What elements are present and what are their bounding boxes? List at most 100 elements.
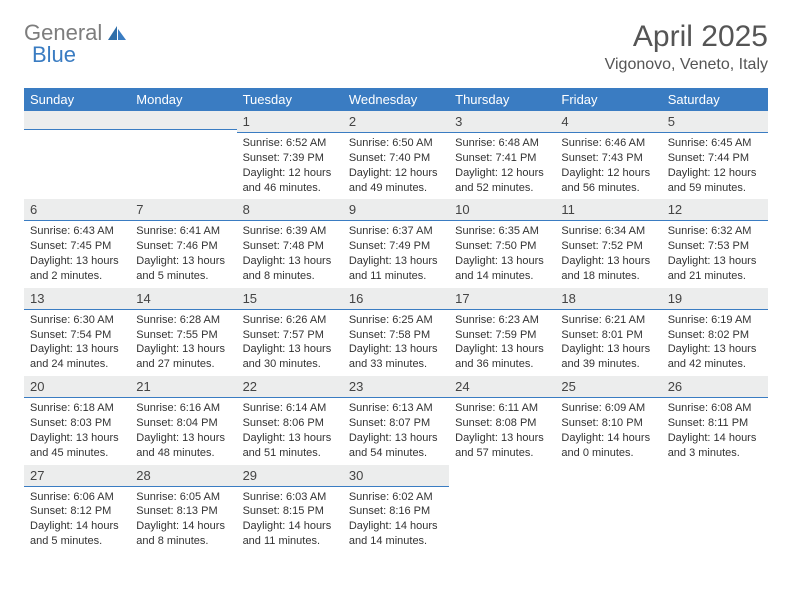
day-body: Sunrise: 6:09 AMSunset: 8:10 PMDaylight:… — [555, 398, 661, 464]
location-text: Vigonovo, Veneto, Italy — [605, 56, 768, 74]
sunrise-text: Sunrise: 6:05 AM — [136, 490, 230, 505]
sunset-text: Sunset: 7:50 PM — [455, 239, 549, 254]
sunrise-text: Sunrise: 6:28 AM — [136, 313, 230, 328]
sunset-text: Sunset: 8:12 PM — [30, 504, 124, 519]
daylight-text-1: Daylight: 13 hours — [349, 254, 443, 269]
sunrise-text: Sunrise: 6:23 AM — [455, 313, 549, 328]
day-body: Sunrise: 6:06 AMSunset: 8:12 PMDaylight:… — [24, 487, 130, 553]
daylight-text-1: Daylight: 13 hours — [243, 342, 337, 357]
calendar-day-cell — [662, 465, 768, 553]
calendar-week-row: 27Sunrise: 6:06 AMSunset: 8:12 PMDayligh… — [24, 465, 768, 553]
sunset-text: Sunset: 7:43 PM — [561, 151, 655, 166]
sunrise-text: Sunrise: 6:21 AM — [561, 313, 655, 328]
calendar-day-cell: 10Sunrise: 6:35 AMSunset: 7:50 PMDayligh… — [449, 199, 555, 287]
daylight-text-1: Daylight: 12 hours — [561, 166, 655, 181]
sunrise-text: Sunrise: 6:43 AM — [30, 224, 124, 239]
sunset-text: Sunset: 7:46 PM — [136, 239, 230, 254]
day-body: Sunrise: 6:21 AMSunset: 8:01 PMDaylight:… — [555, 310, 661, 376]
daylight-text-2: and 5 minutes. — [30, 534, 124, 549]
day-number: 12 — [662, 199, 768, 221]
calendar-header-row: SundayMondayTuesdayWednesdayThursdayFrid… — [24, 88, 768, 111]
calendar-day-cell: 18Sunrise: 6:21 AMSunset: 8:01 PMDayligh… — [555, 288, 661, 376]
calendar-table: SundayMondayTuesdayWednesdayThursdayFrid… — [24, 88, 768, 553]
sunrise-text: Sunrise: 6:46 AM — [561, 136, 655, 151]
day-number: 25 — [555, 376, 661, 398]
calendar-day-cell: 23Sunrise: 6:13 AMSunset: 8:07 PMDayligh… — [343, 376, 449, 464]
sunrise-text: Sunrise: 6:08 AM — [668, 401, 762, 416]
day-body: Sunrise: 6:35 AMSunset: 7:50 PMDaylight:… — [449, 221, 555, 287]
day-body: Sunrise: 6:32 AMSunset: 7:53 PMDaylight:… — [662, 221, 768, 287]
day-body: Sunrise: 6:45 AMSunset: 7:44 PMDaylight:… — [662, 133, 768, 199]
daylight-text-1: Daylight: 13 hours — [30, 431, 124, 446]
sunrise-text: Sunrise: 6:02 AM — [349, 490, 443, 505]
daylight-text-1: Daylight: 13 hours — [455, 254, 549, 269]
sunset-text: Sunset: 7:49 PM — [349, 239, 443, 254]
calendar-day-cell — [449, 465, 555, 553]
daylight-text-2: and 27 minutes. — [136, 357, 230, 372]
sunset-text: Sunset: 7:53 PM — [668, 239, 762, 254]
sunset-text: Sunset: 8:07 PM — [349, 416, 443, 431]
daylight-text-1: Daylight: 13 hours — [349, 342, 443, 357]
daylight-text-2: and 36 minutes. — [455, 357, 549, 372]
daylight-text-2: and 56 minutes. — [561, 181, 655, 196]
daylight-text-2: and 5 minutes. — [136, 269, 230, 284]
day-header: Wednesday — [343, 88, 449, 111]
sunrise-text: Sunrise: 6:32 AM — [668, 224, 762, 239]
daylight-text-1: Daylight: 13 hours — [349, 431, 443, 446]
day-body: Sunrise: 6:52 AMSunset: 7:39 PMDaylight:… — [237, 133, 343, 199]
calendar-day-cell — [130, 111, 236, 199]
day-number: 17 — [449, 288, 555, 310]
sunset-text: Sunset: 8:08 PM — [455, 416, 549, 431]
daylight-text-1: Daylight: 13 hours — [136, 431, 230, 446]
sunrise-text: Sunrise: 6:52 AM — [243, 136, 337, 151]
day-number: 21 — [130, 376, 236, 398]
day-number: 11 — [555, 199, 661, 221]
sunset-text: Sunset: 8:13 PM — [136, 504, 230, 519]
daylight-text-1: Daylight: 13 hours — [243, 254, 337, 269]
calendar-day-cell: 3Sunrise: 6:48 AMSunset: 7:41 PMDaylight… — [449, 111, 555, 199]
sunset-text: Sunset: 8:11 PM — [668, 416, 762, 431]
month-title: April 2025 — [605, 20, 768, 54]
day-body: Sunrise: 6:41 AMSunset: 7:46 PMDaylight:… — [130, 221, 236, 287]
daylight-text-2: and 14 minutes. — [349, 534, 443, 549]
daylight-text-2: and 42 minutes. — [668, 357, 762, 372]
sunset-text: Sunset: 8:16 PM — [349, 504, 443, 519]
day-number: 20 — [24, 376, 130, 398]
day-number: 16 — [343, 288, 449, 310]
day-header: Friday — [555, 88, 661, 111]
day-number: 18 — [555, 288, 661, 310]
sunrise-text: Sunrise: 6:18 AM — [30, 401, 124, 416]
sunrise-text: Sunrise: 6:26 AM — [243, 313, 337, 328]
calendar-day-cell: 29Sunrise: 6:03 AMSunset: 8:15 PMDayligh… — [237, 465, 343, 553]
day-body: Sunrise: 6:05 AMSunset: 8:13 PMDaylight:… — [130, 487, 236, 553]
sunset-text: Sunset: 7:58 PM — [349, 328, 443, 343]
sunrise-text: Sunrise: 6:14 AM — [243, 401, 337, 416]
daylight-text-2: and 24 minutes. — [30, 357, 124, 372]
calendar-week-row: 20Sunrise: 6:18 AMSunset: 8:03 PMDayligh… — [24, 376, 768, 464]
daylight-text-2: and 51 minutes. — [243, 446, 337, 461]
sunrise-text: Sunrise: 6:30 AM — [30, 313, 124, 328]
day-body: Sunrise: 6:08 AMSunset: 8:11 PMDaylight:… — [662, 398, 768, 464]
calendar-day-cell — [555, 465, 661, 553]
daylight-text-1: Daylight: 13 hours — [561, 254, 655, 269]
day-number: 8 — [237, 199, 343, 221]
day-body: Sunrise: 6:50 AMSunset: 7:40 PMDaylight:… — [343, 133, 449, 199]
sunset-text: Sunset: 7:39 PM — [243, 151, 337, 166]
day-header: Tuesday — [237, 88, 343, 111]
day-number: 26 — [662, 376, 768, 398]
daylight-text-2: and 39 minutes. — [561, 357, 655, 372]
daylight-text-2: and 57 minutes. — [455, 446, 549, 461]
calendar-day-cell: 5Sunrise: 6:45 AMSunset: 7:44 PMDaylight… — [662, 111, 768, 199]
calendar-week-row: 6Sunrise: 6:43 AMSunset: 7:45 PMDaylight… — [24, 199, 768, 287]
calendar-day-cell: 25Sunrise: 6:09 AMSunset: 8:10 PMDayligh… — [555, 376, 661, 464]
day-number: 9 — [343, 199, 449, 221]
sunrise-text: Sunrise: 6:39 AM — [243, 224, 337, 239]
daylight-text-1: Daylight: 14 hours — [136, 519, 230, 534]
daylight-text-2: and 52 minutes. — [455, 181, 549, 196]
calendar-day-cell: 4Sunrise: 6:46 AMSunset: 7:43 PMDaylight… — [555, 111, 661, 199]
calendar-day-cell: 30Sunrise: 6:02 AMSunset: 8:16 PMDayligh… — [343, 465, 449, 553]
day-body: Sunrise: 6:48 AMSunset: 7:41 PMDaylight:… — [449, 133, 555, 199]
sunset-text: Sunset: 7:45 PM — [30, 239, 124, 254]
sunrise-text: Sunrise: 6:41 AM — [136, 224, 230, 239]
calendar-day-cell: 1Sunrise: 6:52 AMSunset: 7:39 PMDaylight… — [237, 111, 343, 199]
